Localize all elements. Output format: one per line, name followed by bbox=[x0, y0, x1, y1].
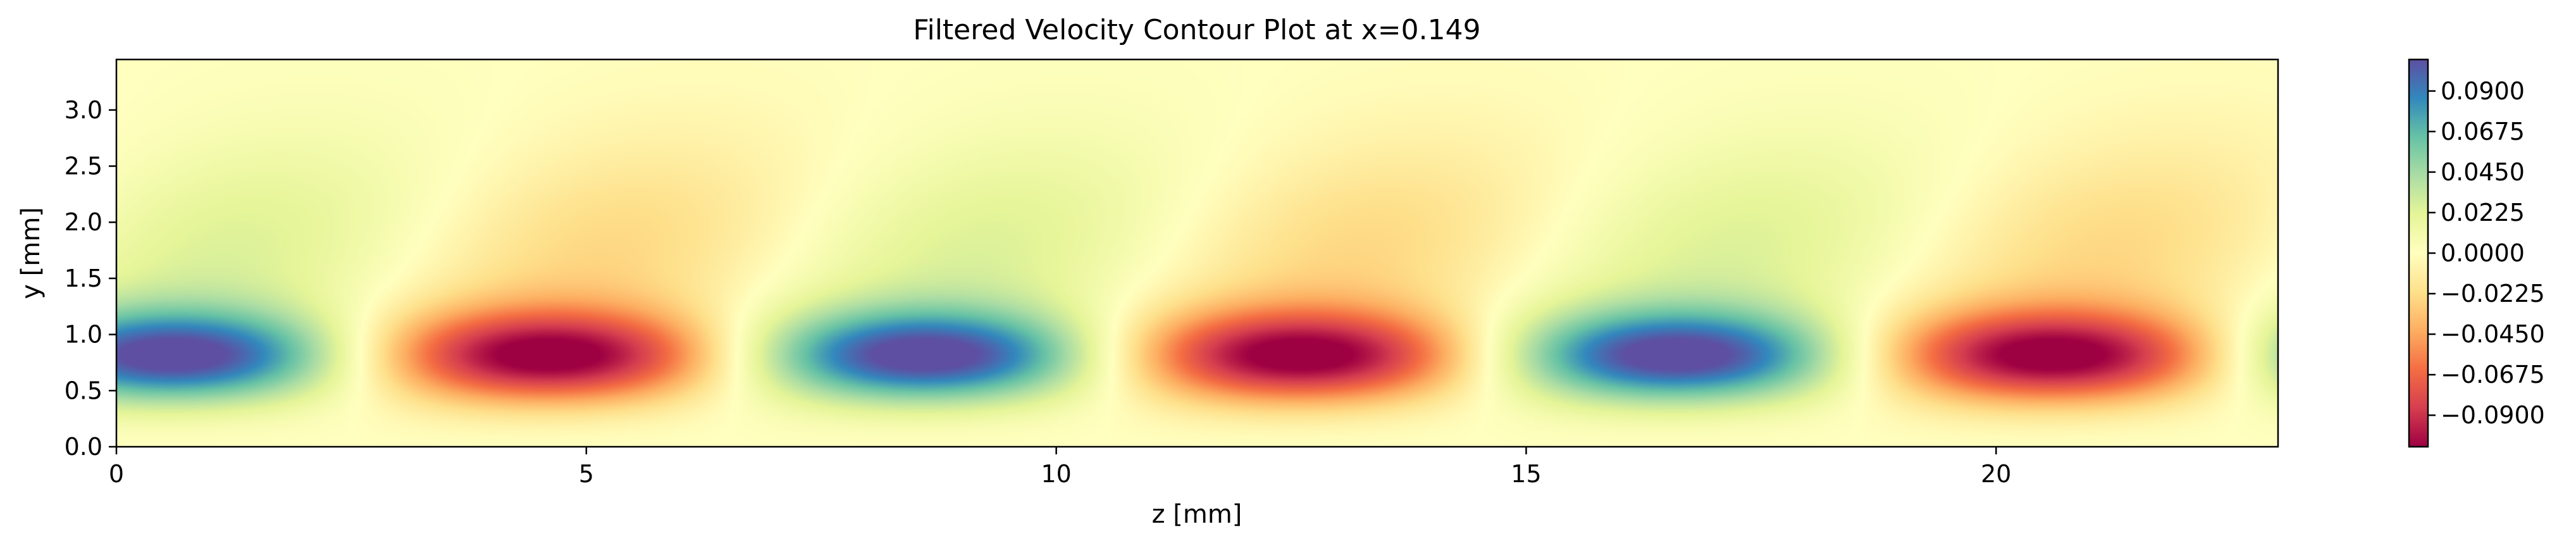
y-tick-label: 0.0 bbox=[65, 433, 102, 461]
colorbar-ticks: 0.0900 0.0675 0.0450 0.0225 0.0000 −0.0225 −0.… bbox=[2428, 77, 2545, 429]
x-tick-label: 10 bbox=[1041, 460, 1071, 488]
y-tick-label: 0.5 bbox=[65, 377, 102, 404]
colorbar-tick-label: 0.0225 bbox=[2441, 199, 2525, 227]
colorbar-gradient bbox=[2409, 59, 2428, 447]
y-tick-label: 1.0 bbox=[65, 321, 102, 349]
x-axis-label: z [mm] bbox=[1152, 500, 1242, 529]
y-tick-label: 2.0 bbox=[65, 208, 102, 236]
colorbar-tick-label: 0.0900 bbox=[2441, 77, 2525, 105]
y-axis-label: y [mm] bbox=[16, 207, 46, 299]
colorbar-tick-label: 0.0450 bbox=[2441, 158, 2525, 186]
plot-area bbox=[116, 59, 2278, 447]
x-tick-label: 20 bbox=[1981, 460, 2011, 488]
heatmap-field bbox=[116, 59, 2278, 447]
plot-frame bbox=[115, 58, 2279, 448]
colorbar-tick-label: −0.0450 bbox=[2441, 320, 2545, 348]
colorbar: 0.0900 0.0675 0.0450 0.0225 0.0000 −0.0225 −0.… bbox=[2408, 58, 2545, 448]
x-tick-label: 15 bbox=[1511, 460, 1541, 488]
x-axis-ticks: 0 5 10 15 20 bbox=[109, 447, 2011, 488]
colorbar-tick-label: −0.0675 bbox=[2441, 361, 2545, 389]
x-tick-label: 5 bbox=[579, 460, 594, 488]
y-tick-label: 2.5 bbox=[65, 153, 102, 180]
y-tick-label: 1.5 bbox=[65, 265, 102, 292]
colorbar-tick-label: −0.0225 bbox=[2441, 280, 2545, 308]
colorbar-tick-label: 0.0675 bbox=[2441, 118, 2525, 146]
colorbar-tick-label: 0.0000 bbox=[2441, 239, 2525, 267]
colorbar-tick-label: −0.0900 bbox=[2441, 401, 2545, 429]
y-axis-ticks: 0.0 0.5 1.0 1.5 2.0 2.5 3.0 bbox=[65, 96, 116, 461]
chart-title: Filtered Velocity Contour Plot at x=0.14… bbox=[913, 14, 1480, 46]
y-tick-label: 3.0 bbox=[65, 96, 102, 124]
x-tick-label: 0 bbox=[109, 460, 124, 488]
